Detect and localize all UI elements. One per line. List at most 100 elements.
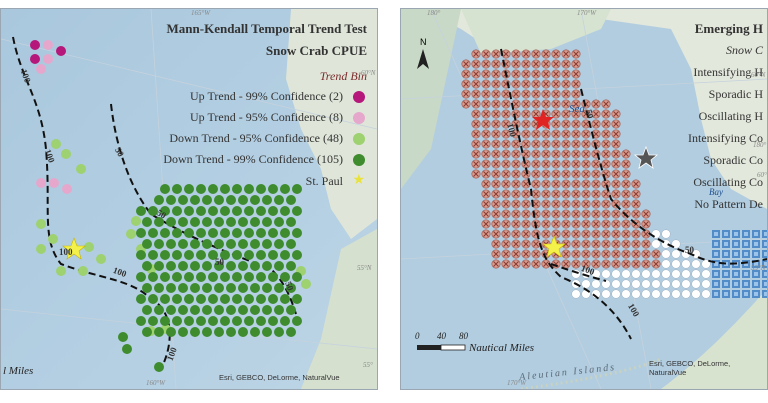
hotspot-bin	[551, 159, 561, 169]
trend-dot	[196, 316, 206, 326]
hotspot-bin	[521, 189, 531, 199]
hotspot-bin	[611, 249, 621, 259]
trend-dot	[238, 283, 248, 293]
hotspot-bin	[571, 119, 581, 129]
trend-dot	[196, 228, 206, 238]
no-pattern-bin	[641, 279, 651, 289]
hotspot-bin	[631, 179, 641, 189]
hotspot-bin	[581, 199, 591, 209]
trend-dot	[196, 250, 206, 260]
trend-dot	[232, 184, 242, 194]
hotspot-bin	[561, 79, 571, 89]
hotspot-bin	[551, 149, 561, 159]
left-map-title: Mann-Kendall Temporal Trend Test	[166, 21, 367, 36]
hotspot-bin	[491, 79, 501, 89]
trend-dot	[49, 178, 59, 188]
trend-dot	[208, 272, 218, 282]
no-pattern-bin	[671, 269, 681, 279]
hotspot-bin	[491, 129, 501, 139]
hotspot-bin	[521, 169, 531, 179]
legend-item: Intensifying Co	[688, 131, 763, 145]
hotspot-bin	[591, 209, 601, 219]
hotspot-bin	[511, 99, 521, 109]
hotspot-bin	[601, 119, 611, 129]
hotspot-bin	[511, 159, 521, 169]
hotspot-bin	[561, 99, 571, 109]
hotspot-bin	[631, 199, 641, 209]
hotspot-bin	[611, 109, 621, 119]
hotspot-bin	[551, 179, 561, 189]
hotspot-bin	[541, 179, 551, 189]
hotspot-bin	[511, 139, 521, 149]
no-pattern-bin	[691, 289, 701, 299]
hotspot-bin	[471, 149, 481, 159]
trend-dot	[226, 239, 236, 249]
trend-dot	[256, 206, 266, 216]
hotspot-bin	[601, 259, 611, 269]
contour-label: 50	[685, 245, 694, 255]
trend-dot	[178, 217, 188, 227]
hotspot-bin	[541, 209, 551, 219]
hotspot-bin	[511, 189, 521, 199]
trend-dot	[178, 305, 188, 315]
hotspot-bin	[471, 79, 481, 89]
hotspot-bin	[591, 189, 601, 199]
hotspot-bin	[551, 79, 561, 89]
hotspot-bin	[521, 129, 531, 139]
hotspot-bin	[611, 169, 621, 179]
trend-dot	[78, 266, 88, 276]
trend-dot	[178, 327, 188, 337]
red-star-marker	[532, 109, 554, 130]
hotspot-bin	[571, 209, 581, 219]
place-label-bay: Bay	[709, 187, 723, 197]
legend-symbol-down-99	[353, 154, 365, 166]
trend-dot	[154, 195, 164, 205]
hotspot-bin	[551, 229, 561, 239]
legend-item-down-99: Down Trend - 99% Confidence (105)	[163, 152, 343, 166]
hotspot-bin	[491, 219, 501, 229]
hotspot-bin	[511, 109, 521, 119]
hotspot-bin	[501, 179, 511, 189]
coldspot-bin	[761, 289, 767, 299]
trend-dot	[136, 272, 146, 282]
hotspot-bin	[601, 139, 611, 149]
hotspot-bin	[521, 199, 531, 209]
hotspot-bin	[641, 239, 651, 249]
coldspot-bin	[751, 259, 761, 269]
coldspot-bin	[741, 239, 751, 249]
legend-item-up-95: Up Trend - 95% Confidence (8)	[190, 110, 343, 124]
no-pattern-bin	[631, 269, 641, 279]
st-paul-marker	[62, 237, 86, 260]
trend-dot	[250, 305, 260, 315]
right-map-title: Emerging H	[694, 21, 763, 36]
trend-dot	[136, 250, 146, 260]
hotspot-bin	[501, 59, 511, 69]
hotspot-bin	[491, 49, 501, 59]
hotspot-bin	[521, 79, 531, 89]
hotspot-bin	[551, 139, 561, 149]
trend-dot	[184, 250, 194, 260]
trend-dot	[214, 195, 224, 205]
hotspot-bin	[581, 189, 591, 199]
hotspot-bin	[531, 159, 541, 169]
trend-dot	[142, 217, 152, 227]
trend-dot	[202, 195, 212, 205]
no-pattern-bin	[691, 279, 701, 289]
hotspot-bin	[631, 209, 641, 219]
hotspot-bin	[531, 69, 541, 79]
trend-dot	[214, 283, 224, 293]
trend-dot	[160, 250, 170, 260]
hotspot-bin	[531, 49, 541, 59]
trend-bin-dots	[30, 40, 311, 372]
hotspot-bin	[561, 229, 571, 239]
trend-dot	[256, 184, 266, 194]
hotspot-bin	[571, 99, 581, 109]
hotspot-bin	[461, 69, 471, 79]
hotspot-bin	[561, 109, 571, 119]
hotspot-bin	[481, 129, 491, 139]
trend-dot	[256, 316, 266, 326]
trend-dot	[142, 261, 152, 271]
legend-item: No Pattern De	[694, 197, 763, 211]
contour-100m	[500, 48, 632, 340]
hotspot-bin	[491, 239, 501, 249]
